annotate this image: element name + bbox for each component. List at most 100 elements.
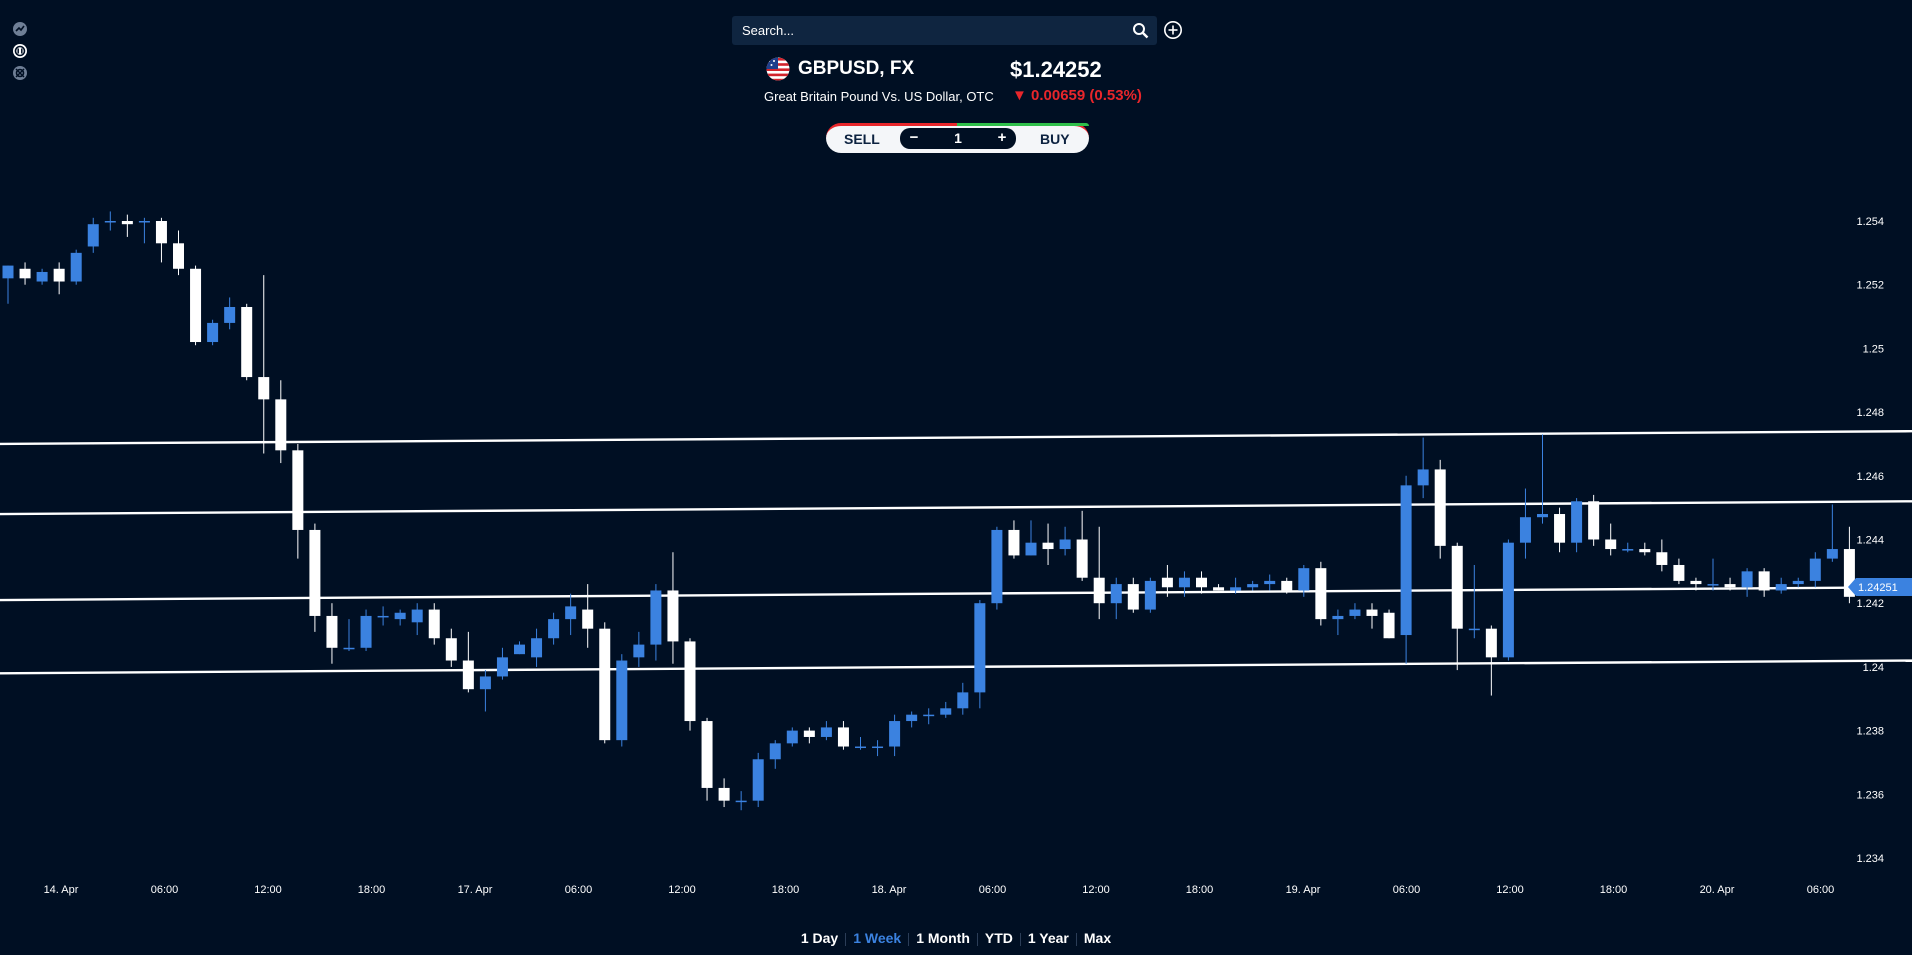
candle[interactable] bbox=[19, 262, 31, 285]
quantity-value[interactable]: 1 bbox=[954, 130, 962, 146]
candle[interactable] bbox=[769, 740, 781, 769]
candle[interactable] bbox=[1758, 568, 1770, 597]
candle[interactable] bbox=[1809, 552, 1821, 588]
candle[interactable] bbox=[1230, 577, 1242, 594]
range-ytd[interactable]: YTD bbox=[984, 930, 1013, 946]
candle[interactable] bbox=[872, 740, 884, 757]
candle[interactable] bbox=[1485, 625, 1497, 696]
candle[interactable] bbox=[1008, 520, 1020, 559]
candle[interactable] bbox=[173, 230, 184, 276]
search-icon[interactable] bbox=[1132, 22, 1149, 39]
candle[interactable] bbox=[496, 647, 508, 680]
range-1-year[interactable]: 1 Year bbox=[1027, 930, 1069, 946]
price-chart[interactable]: 1.254 1.252 1.25 1.248 1.246 1.244 1.242 1.24 1.… bbox=[0, 0, 1912, 925]
candle[interactable] bbox=[667, 552, 679, 664]
candle[interactable] bbox=[752, 752, 764, 808]
candle[interactable] bbox=[514, 641, 525, 655]
candle[interactable] bbox=[1196, 571, 1207, 594]
candle[interactable] bbox=[1843, 526, 1855, 604]
candle[interactable] bbox=[1468, 564, 1480, 639]
candle[interactable] bbox=[957, 682, 969, 715]
candle[interactable] bbox=[1110, 577, 1122, 620]
candle[interactable] bbox=[684, 638, 696, 731]
candle[interactable] bbox=[837, 721, 849, 750]
candle[interactable] bbox=[138, 217, 150, 244]
candle[interactable] bbox=[275, 380, 287, 464]
trend-line[interactable] bbox=[0, 659, 1912, 675]
candle[interactable] bbox=[36, 268, 48, 285]
candle[interactable] bbox=[599, 622, 611, 744]
candle[interactable] bbox=[786, 727, 798, 747]
candle[interactable] bbox=[1741, 568, 1753, 597]
candle[interactable] bbox=[2, 265, 14, 304]
candle[interactable] bbox=[1434, 459, 1446, 559]
candle[interactable] bbox=[1349, 603, 1361, 620]
candle[interactable] bbox=[394, 609, 406, 626]
candle[interactable] bbox=[974, 600, 986, 709]
candle[interactable] bbox=[735, 791, 747, 811]
candle[interactable] bbox=[1690, 577, 1702, 591]
candle[interactable] bbox=[940, 701, 952, 718]
candle[interactable] bbox=[1059, 526, 1071, 556]
candle[interactable] bbox=[428, 603, 440, 645]
candle[interactable] bbox=[616, 654, 628, 747]
candle[interactable] bbox=[855, 736, 866, 750]
candle[interactable] bbox=[1588, 494, 1600, 546]
candle[interactable] bbox=[104, 211, 116, 231]
candle[interactable] bbox=[889, 714, 901, 757]
candle[interactable] bbox=[445, 628, 457, 667]
candle[interactable] bbox=[343, 619, 355, 651]
buy-button[interactable]: BUY bbox=[1034, 127, 1076, 151]
candle[interactable] bbox=[923, 708, 935, 725]
candle[interactable] bbox=[87, 217, 99, 253]
candle[interactable] bbox=[1502, 539, 1514, 661]
candle[interactable] bbox=[718, 778, 730, 808]
candle[interactable] bbox=[326, 603, 338, 664]
candle[interactable] bbox=[1519, 488, 1531, 559]
candle[interactable] bbox=[1025, 520, 1037, 556]
candle[interactable] bbox=[224, 297, 236, 330]
candle[interactable] bbox=[479, 670, 491, 712]
trend-line[interactable] bbox=[0, 586, 1912, 602]
candle[interactable] bbox=[803, 727, 815, 744]
candle[interactable] bbox=[190, 265, 202, 346]
candle[interactable] bbox=[377, 606, 389, 626]
candle[interactable] bbox=[241, 303, 253, 381]
candle[interactable] bbox=[1400, 475, 1412, 664]
candle[interactable] bbox=[633, 631, 645, 667]
candle[interactable] bbox=[650, 584, 662, 661]
candle[interactable] bbox=[1213, 584, 1225, 591]
candle[interactable] bbox=[53, 262, 65, 295]
candle[interactable] bbox=[1792, 577, 1804, 588]
range-max[interactable]: Max bbox=[1083, 930, 1112, 946]
candle[interactable] bbox=[565, 593, 577, 636]
settings-circle-icon[interactable] bbox=[12, 65, 28, 81]
candle[interactable] bbox=[1332, 609, 1344, 636]
candle[interactable] bbox=[258, 275, 270, 454]
candle[interactable] bbox=[1417, 437, 1429, 499]
candle[interactable] bbox=[309, 523, 321, 632]
trend-line[interactable] bbox=[0, 500, 1912, 516]
candle[interactable] bbox=[1298, 564, 1310, 597]
candle[interactable] bbox=[1724, 577, 1736, 591]
range-1-month[interactable]: 1 Month bbox=[916, 930, 970, 946]
candle[interactable] bbox=[1622, 542, 1634, 553]
candle[interactable] bbox=[1451, 542, 1463, 671]
candle[interactable] bbox=[1315, 561, 1327, 626]
candle[interactable] bbox=[1042, 523, 1054, 565]
candle[interactable] bbox=[1673, 558, 1685, 585]
range-1-day[interactable]: 1 Day bbox=[800, 930, 839, 946]
chart-check-icon[interactable] bbox=[12, 21, 28, 37]
candle[interactable] bbox=[1161, 564, 1173, 597]
quantity-decrease-button[interactable]: − bbox=[909, 129, 919, 146]
candle[interactable] bbox=[1826, 504, 1838, 562]
candle[interactable] bbox=[70, 249, 82, 285]
sell-button[interactable]: SELL bbox=[838, 127, 886, 151]
n-badge-icon[interactable] bbox=[12, 43, 28, 59]
candle[interactable] bbox=[1076, 510, 1088, 581]
candle[interactable] bbox=[292, 443, 304, 559]
candle[interactable] bbox=[1264, 574, 1276, 591]
candle[interactable] bbox=[991, 526, 1003, 610]
candle[interactable] bbox=[462, 631, 474, 693]
candle[interactable] bbox=[207, 319, 219, 346]
